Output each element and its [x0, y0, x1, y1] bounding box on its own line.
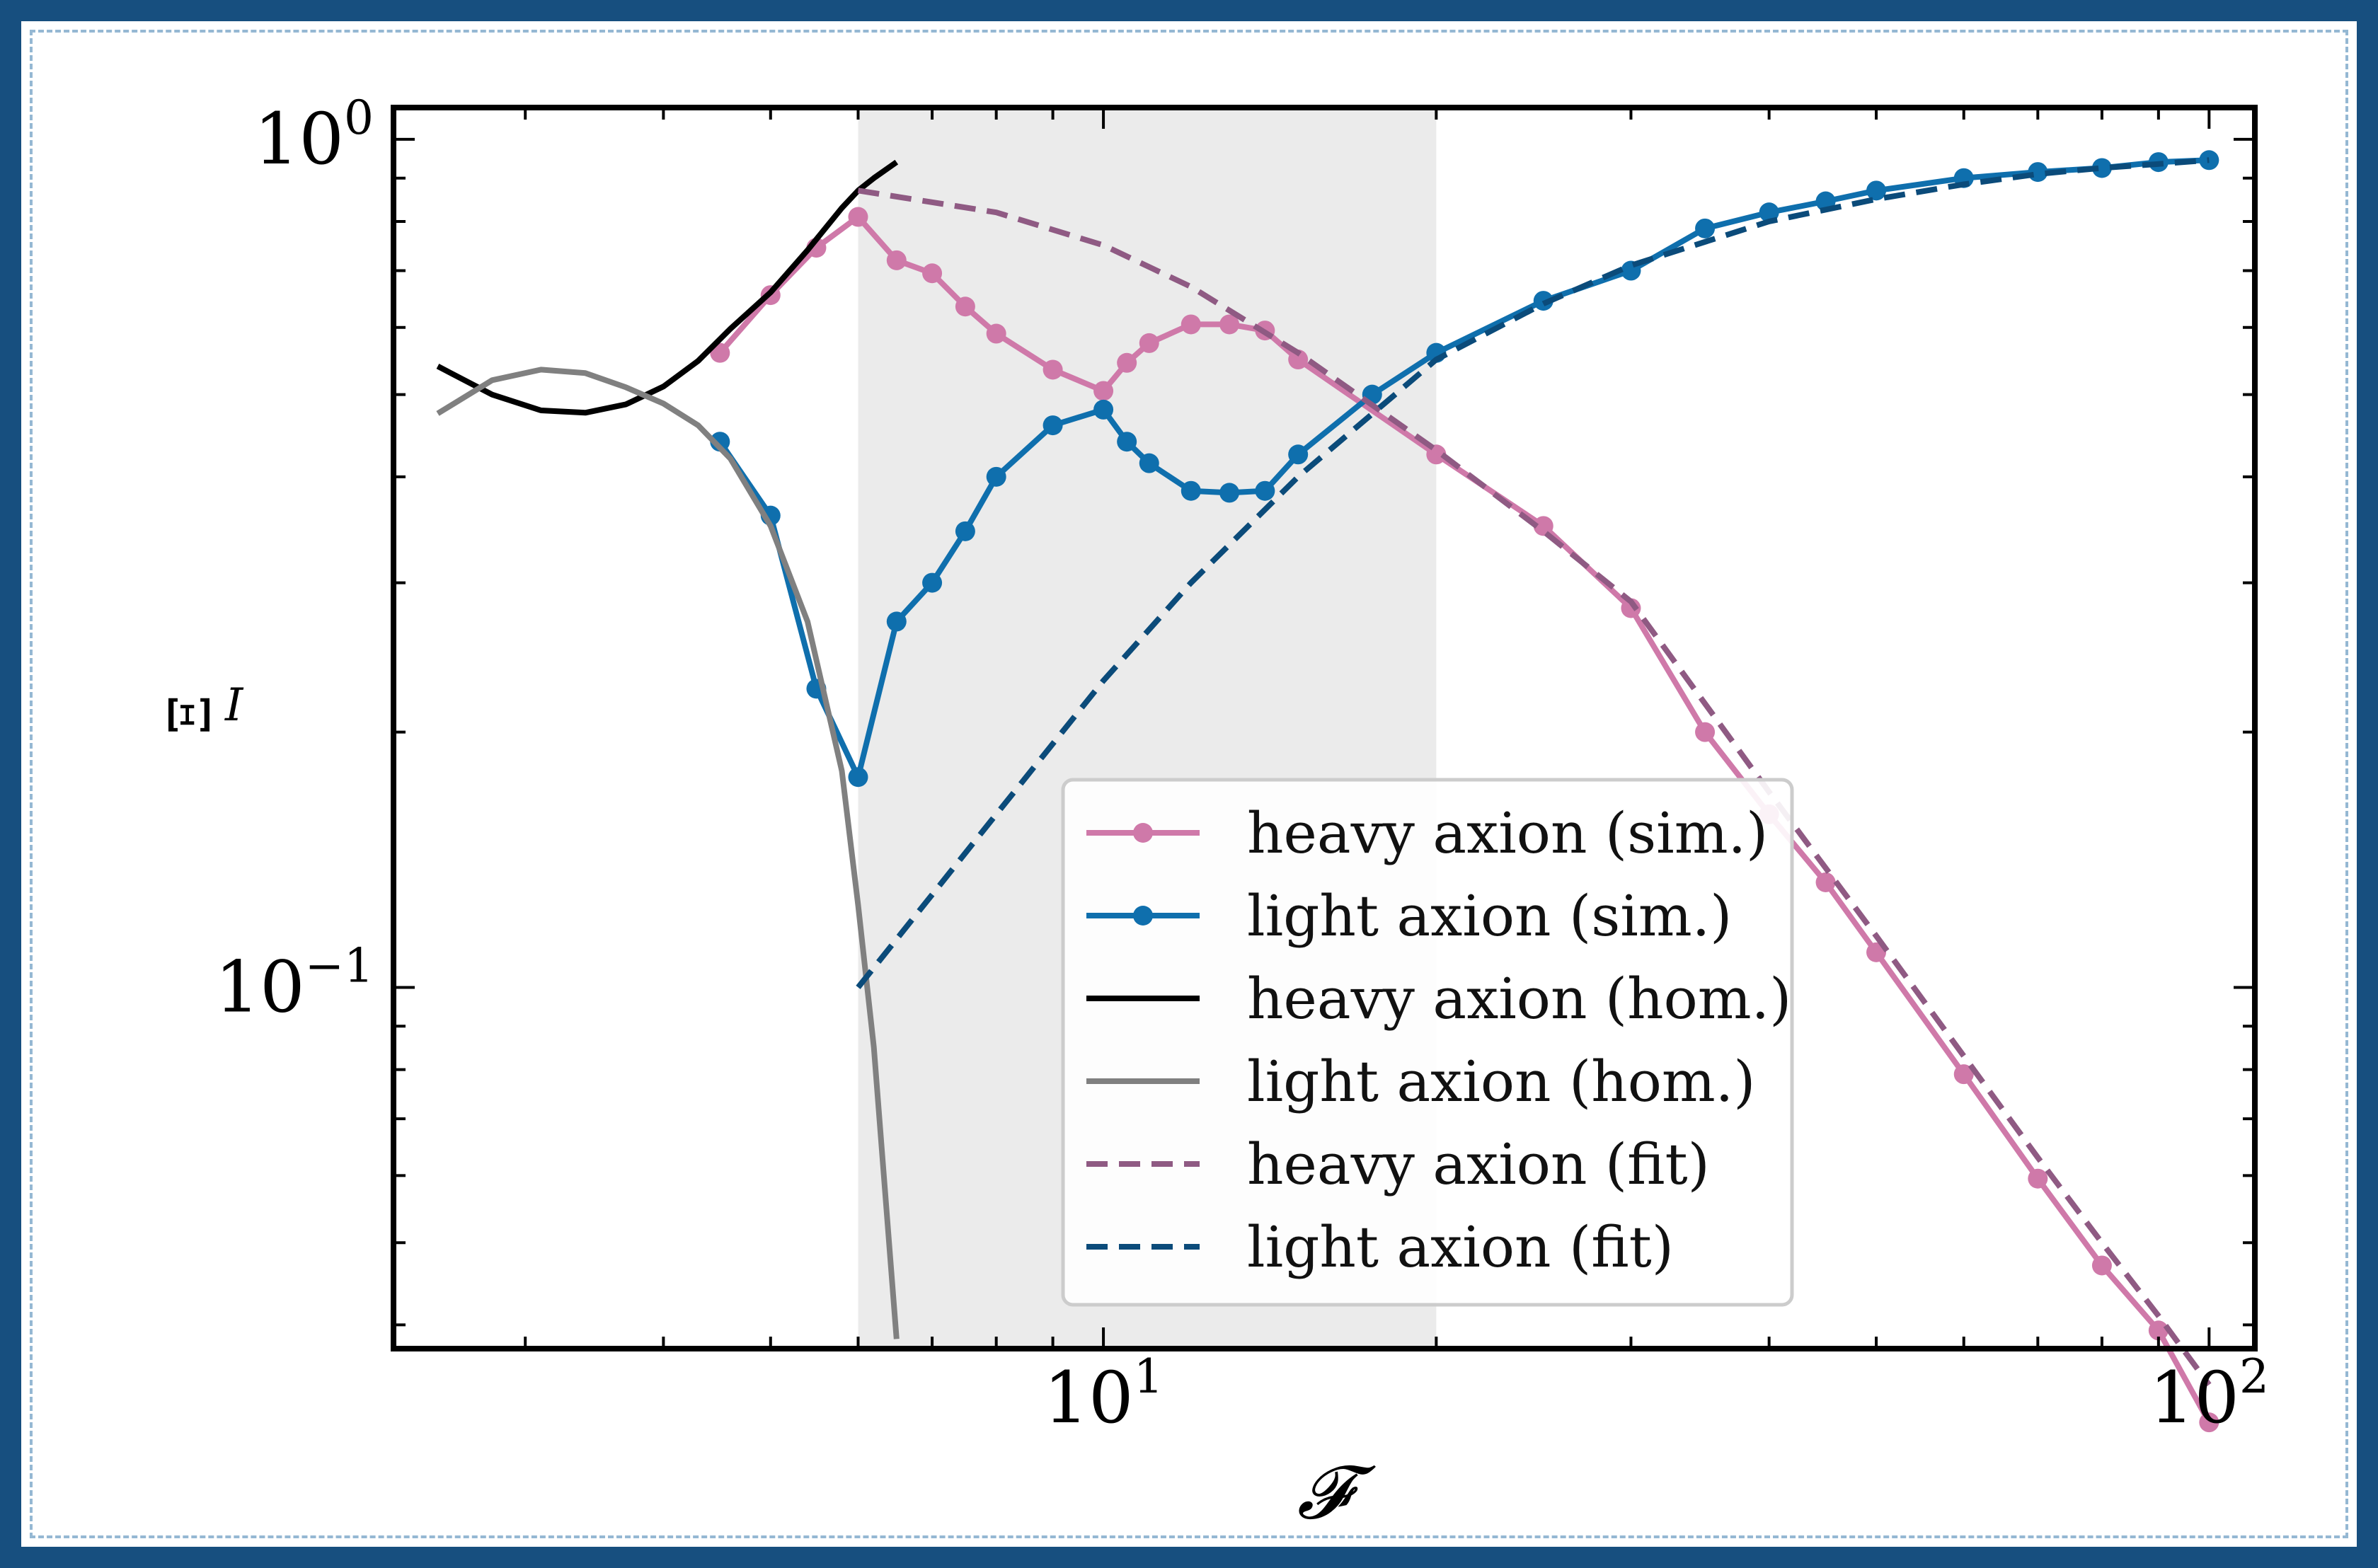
- plot-area-border: [391, 105, 2258, 1351]
- data-point: [848, 207, 868, 227]
- data-point: [1866, 180, 1887, 201]
- data-point: [1139, 333, 1159, 353]
- legend-label: light axion (sim.): [1247, 883, 1732, 949]
- data-point: [1288, 350, 1309, 370]
- data-point: [1219, 314, 1240, 335]
- data-point: [2199, 150, 2219, 171]
- data-point: [2028, 1168, 2048, 1189]
- series-line: [718, 214, 2212, 1424]
- legend-label: heavy axion (hom.): [1247, 966, 1791, 1032]
- y-axis-label-subscript: I: [224, 679, 244, 732]
- data-point: [2091, 158, 2112, 178]
- data-point: [886, 611, 907, 632]
- data-point: [986, 323, 1006, 344]
- data-point: [1093, 399, 1114, 420]
- legend-label: heavy axion (fit): [1247, 1131, 1710, 1197]
- series-5: [856, 157, 2210, 989]
- data-point: [1181, 480, 1201, 501]
- legend-marker: [1133, 823, 1153, 843]
- legend-label: light axion (hom.): [1247, 1049, 1755, 1114]
- x-tick-label-exponent: 2: [2239, 1349, 2269, 1404]
- legend-item: heavy axion (hom.): [1086, 966, 1791, 1032]
- data-point: [2199, 1412, 2219, 1433]
- y-tick-label-base: 10: [254, 98, 344, 180]
- data-point: [1621, 598, 1641, 618]
- data-point: [955, 521, 975, 541]
- legend-label: heavy axion (sim.): [1247, 800, 1768, 866]
- data-point: [1181, 314, 1201, 335]
- series-3: [436, 367, 900, 1339]
- y-axis-label-symbol: Ξ: [157, 695, 223, 734]
- legend-marker: [1133, 906, 1153, 926]
- series-2: [436, 159, 899, 416]
- x-tick-label-exponent: 1: [1134, 1349, 1164, 1404]
- data-point: [922, 263, 943, 284]
- y-tick-label-exponent: 0: [344, 91, 374, 145]
- series-line: [436, 367, 900, 1339]
- data-point: [1117, 432, 1137, 452]
- x-axis-label: 𝓕: [1297, 1449, 1377, 1535]
- x-tick-label-base: 10: [2149, 1356, 2239, 1439]
- y-tick-label: 100: [254, 91, 374, 180]
- data-point: [1533, 516, 1553, 536]
- data-point: [1288, 444, 1309, 465]
- y-tick-label-exponent: −1: [305, 938, 374, 993]
- data-point: [1695, 722, 1716, 742]
- data-point: [1042, 415, 1063, 436]
- legend-item: heavy axion (sim.): [1086, 800, 1768, 866]
- data-point: [986, 466, 1006, 487]
- legend-item: heavy axion (fit): [1086, 1131, 1710, 1197]
- x-tick-label: 102: [2149, 1349, 2269, 1439]
- y-axis-label: Ξ: [157, 695, 223, 734]
- data-point: [1953, 1064, 1974, 1085]
- frame-border-texture: [30, 30, 2348, 1538]
- legend-item: light axion (fit): [1086, 1214, 1674, 1280]
- data-point: [1117, 352, 1137, 373]
- data-point: [1042, 359, 1063, 380]
- x-tick-label: 101: [1043, 1349, 1163, 1439]
- data-point: [2148, 1320, 2169, 1341]
- data-point: [955, 296, 975, 317]
- x-tick-label-base: 10: [1043, 1356, 1133, 1439]
- data-point: [1139, 453, 1159, 473]
- series-4: [857, 188, 2212, 1387]
- data-point: [1815, 872, 1836, 892]
- data-point: [886, 250, 907, 270]
- data-point: [1219, 483, 1240, 503]
- series-line: [856, 157, 2210, 989]
- data-point: [922, 572, 943, 593]
- y-tick-label-base: 10: [214, 945, 304, 1028]
- data-point: [1759, 202, 1779, 223]
- series-line: [436, 159, 899, 416]
- series-1: [710, 150, 2219, 788]
- legend-item: light axion (hom.): [1086, 1049, 1755, 1114]
- data-point: [2091, 1255, 2112, 1276]
- legend-box: [1061, 778, 1794, 1307]
- y-tick-label: 10−1: [214, 938, 374, 1028]
- data-point: [848, 767, 868, 788]
- data-point: [1695, 218, 1716, 238]
- legend: heavy axion (sim.) light axion (sim.) heav…: [1061, 778, 1794, 1307]
- data-point: [1255, 480, 1275, 501]
- legend-label: light axion (fit): [1247, 1214, 1674, 1280]
- series-line: [857, 188, 2212, 1387]
- legend-item: light axion (sim.): [1086, 883, 1732, 949]
- data-point: [2028, 162, 2048, 183]
- data-point: [1093, 381, 1114, 401]
